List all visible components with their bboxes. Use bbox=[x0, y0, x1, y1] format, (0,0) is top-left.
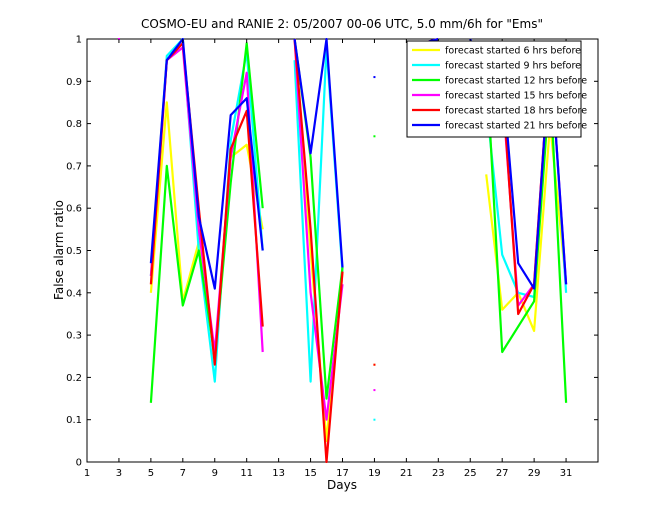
x-tick-label: 11 bbox=[240, 468, 253, 479]
legend-label: forecast started 12 hrs before bbox=[445, 76, 587, 87]
y-tick-label: 0.3 bbox=[66, 331, 82, 342]
chart-title: COSMO-EU and RANIE 2: 05/2007 00-06 UTC,… bbox=[141, 17, 543, 31]
series-line bbox=[149, 42, 264, 403]
legend-label: forecast started 21 hrs before bbox=[445, 121, 587, 132]
series-point bbox=[373, 135, 376, 138]
x-tick-label: 5 bbox=[148, 468, 154, 479]
axes-layer: 1 3 5 7 9 11 13 15 17 19 21 23 25 27 29 3100.10.20.30.4… bbox=[66, 35, 598, 479]
y-tick-label: 0 bbox=[76, 458, 82, 469]
x-tick-label: 7 bbox=[180, 468, 186, 479]
series-point bbox=[373, 418, 376, 421]
legend-label: forecast started 15 hrs before bbox=[445, 91, 587, 102]
legend-label: forecast started 9 hrs before bbox=[445, 61, 581, 72]
x-tick-label: 15 bbox=[304, 468, 317, 479]
y-tick-label: 0.4 bbox=[66, 288, 82, 299]
y-tick-label: 1 bbox=[76, 35, 82, 46]
x-tick-label: 13 bbox=[272, 468, 285, 479]
x-tick-label: 23 bbox=[432, 468, 445, 479]
x-tick-label: 19 bbox=[368, 468, 381, 479]
series-line bbox=[149, 38, 264, 290]
legend-label: forecast started 6 hrs before bbox=[445, 46, 581, 57]
y-tick-label: 0.6 bbox=[66, 204, 82, 215]
x-tick-label: 29 bbox=[528, 468, 541, 479]
series-line bbox=[293, 38, 344, 463]
series-point bbox=[373, 389, 376, 392]
x-tick-label: 21 bbox=[400, 468, 413, 479]
x-tick-label: 17 bbox=[336, 468, 349, 479]
x-tick-label: 31 bbox=[560, 468, 573, 479]
y-tick-label: 0.1 bbox=[66, 415, 82, 426]
legend: forecast started 6 hrs before forecast st… bbox=[406, 40, 587, 138]
series-point bbox=[373, 76, 376, 79]
legend-box bbox=[406, 40, 582, 138]
x-tick-label: 27 bbox=[496, 468, 509, 479]
series-layer bbox=[117, 38, 568, 463]
y-tick-label: 0.8 bbox=[66, 119, 82, 130]
y-axis-title: False alarm ratio bbox=[52, 200, 66, 300]
x-tick-label: 25 bbox=[464, 468, 477, 479]
y-tick-label: 0.2 bbox=[66, 373, 82, 384]
x-tick-label: 1 bbox=[84, 468, 90, 479]
y-tick-label: 0.5 bbox=[66, 246, 82, 257]
legend-label: forecast started 18 hrs before bbox=[445, 106, 587, 117]
series-line bbox=[293, 38, 344, 268]
series-point bbox=[373, 363, 376, 366]
y-tick-label: 0.7 bbox=[66, 161, 82, 172]
x-tick-label: 3 bbox=[116, 468, 122, 479]
x-axis-title: Days bbox=[327, 478, 357, 492]
x-tick-label: 9 bbox=[212, 468, 218, 479]
y-tick-label: 0.9 bbox=[66, 77, 82, 88]
